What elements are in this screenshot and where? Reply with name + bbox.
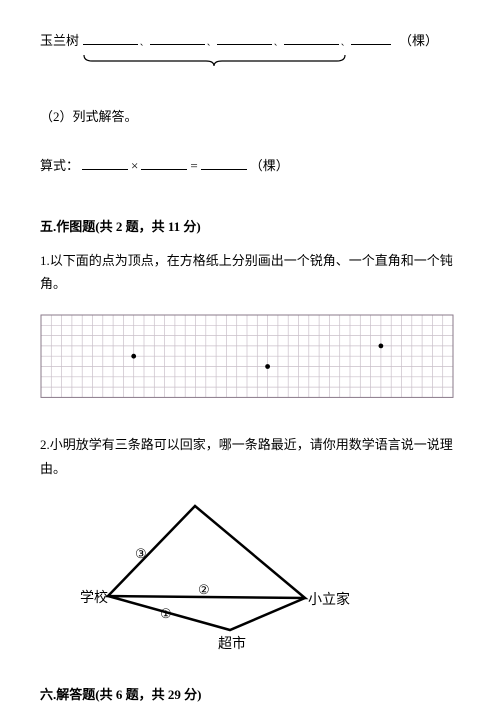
grid-dot	[131, 354, 136, 359]
section5-q2: 2.小明放学有三条路可以回家，哪一条路最近，请你用数学语言说一说理由。	[40, 433, 460, 480]
triangle-diagram: 学校 小立家 超市 ① ② ③	[80, 498, 460, 658]
label-home: 小立家	[308, 591, 350, 608]
label-school: 学校	[80, 589, 108, 606]
magnolia-label: 玉兰树	[40, 30, 79, 49]
eq-op-times: ×	[131, 158, 138, 174]
section5-q1: 1.以下面的点为顶点，在方格纸上分别画出一个锐角、一个直角和一个钝角。	[40, 249, 460, 296]
eq-blank-1[interactable]	[82, 156, 128, 170]
grid-dot	[379, 343, 384, 348]
brace	[82, 53, 460, 72]
route-3: ③	[135, 546, 147, 561]
blank-4[interactable]	[284, 31, 339, 45]
magnolia-unit: （棵）	[399, 30, 438, 49]
magnolia-blanks: 、 、 、 、	[83, 31, 391, 48]
section6-title: 六.解答题(共 6 题，共 29 分)	[40, 684, 460, 703]
eq-blank-3[interactable]	[201, 156, 247, 170]
blank-1[interactable]	[83, 31, 138, 45]
grid-dot	[265, 364, 270, 369]
eq-unit: （棵）	[250, 155, 289, 174]
magnolia-line: 玉兰树 、 、 、 、 （棵）	[40, 30, 460, 49]
route-2: ②	[198, 582, 210, 597]
eq-blank-2[interactable]	[141, 156, 187, 170]
section5-title: 五.作图题(共 2 题，共 11 分)	[40, 216, 460, 235]
eq-prefix: 算式：	[40, 155, 79, 174]
blank-3[interactable]	[217, 31, 272, 45]
blank-2[interactable]	[150, 31, 205, 45]
blank-5[interactable]	[351, 31, 391, 45]
label-market: 超市	[218, 635, 246, 652]
grid-drawing[interactable]	[40, 314, 460, 403]
q2-label: （2）列式解答。	[40, 106, 460, 125]
eq-op-eq: =	[190, 158, 197, 174]
route-1: ①	[160, 606, 172, 621]
equation-line: 算式： × = （棵）	[40, 155, 460, 174]
